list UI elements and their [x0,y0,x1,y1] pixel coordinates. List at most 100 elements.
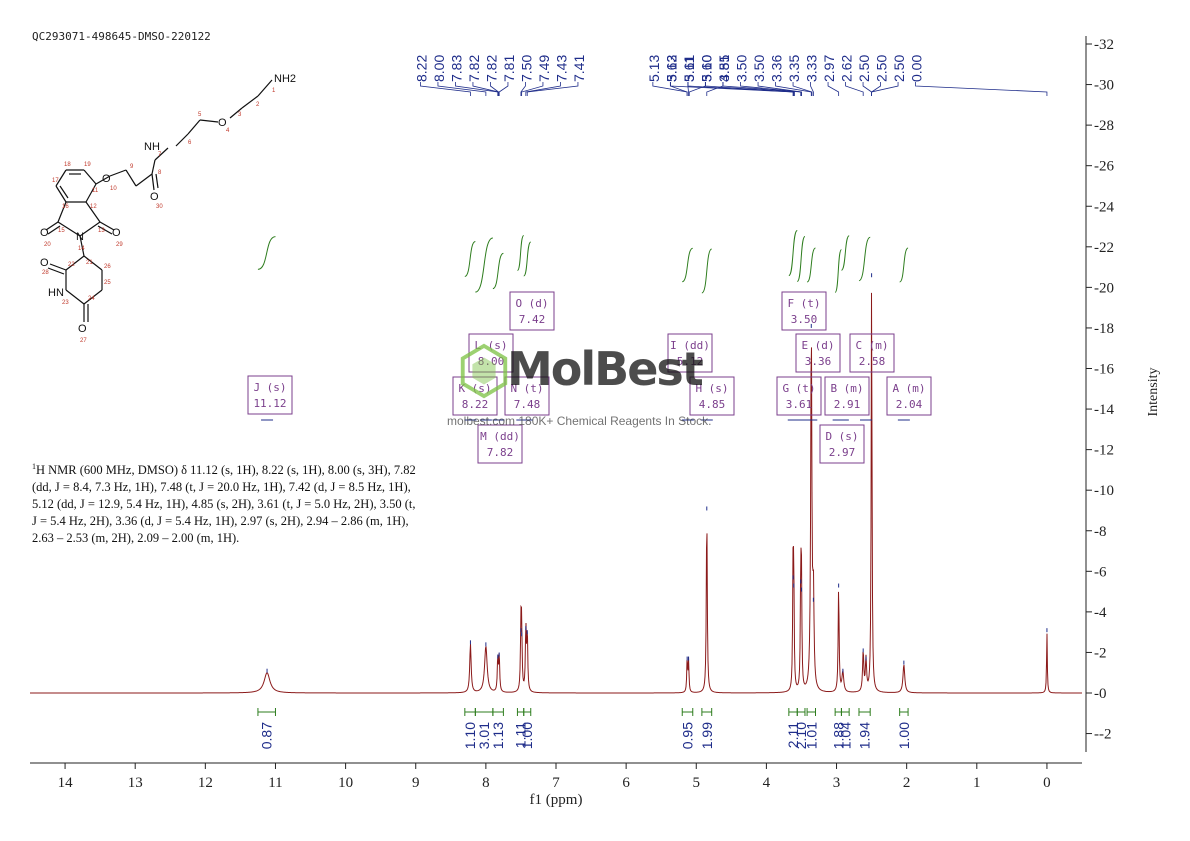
integral-curve [523,241,532,277]
y-tick-label: -2 [1094,645,1107,661]
x-tick-label: 13 [128,775,143,791]
peak-shift-label: 4.85 [716,55,732,82]
svg-text:10: 10 [110,186,117,192]
svg-text:11: 11 [92,188,99,194]
nmr-description: 1H NMR (600 MHz, DMSO) δ 11.12 (s, 1H), … [32,462,416,546]
integral-curve [806,247,816,283]
peak-leader-line [757,82,802,96]
y-tick-label: -30 [1094,78,1114,94]
multiplet-shift: 7.82 [487,446,514,459]
multiplet-frame [509,291,555,331]
multiplet-name: M (dd) [480,430,520,443]
spectrum-trace [30,273,1082,694]
atom-label: N [76,231,84,243]
multiplet-box-h: H (s) 4.85 [689,376,735,416]
peak-leader-line [705,82,795,96]
x-tick-label: 1 [973,775,981,791]
integral-value: 1.94 [857,722,873,749]
svg-text:15: 15 [58,228,65,234]
integral-value: 1.01 [803,722,819,749]
svg-text:26: 26 [104,264,111,270]
multiplet-box-e: E (d) 3.36 [795,333,841,373]
svg-text:22: 22 [68,262,75,268]
multiplet-name: A (m) [892,382,925,395]
multiplet-frame [689,376,735,416]
peak-leader-line [915,82,1048,96]
peak-leader-line [520,82,526,96]
integral-curve [796,236,806,282]
multiplet-frame [795,333,841,373]
axes: 14 13 12 11 10 9 8 7 6 5 4 3 2 1 0--2-0-2-4-6-8-10-12-… [30,36,1114,791]
sample-id: QC293071-498645-DMSO-220122 [32,30,211,43]
peak-shift-label: 8.22 [413,55,429,82]
peak-leader-line [670,82,794,96]
atom-label: NH [144,141,160,153]
svg-text:24: 24 [88,296,95,302]
svg-text:6: 6 [188,140,192,146]
peak-leader-line [521,82,544,96]
peak-shift-label: 5.13 [646,55,662,82]
molbest-logo-icon [460,343,508,399]
peak-leader-line [706,82,724,96]
integral-curve [858,236,871,282]
y-tick-label: -20 [1094,280,1114,296]
y-tick-label: -14 [1094,402,1114,418]
multiplet-shift: 3.61 [786,398,813,411]
y-axis-label: Intensity [1146,368,1161,417]
svg-text:17: 17 [52,178,59,184]
multiplet-box-a: A (m) 2.04 [886,376,932,416]
multiplet-name: G (t) [782,382,815,395]
peak-leader-line [871,82,881,96]
peak-leader-line [845,82,864,96]
x-tick-label: 5 [693,775,701,791]
peak-shift-label: 7.43 [553,55,569,82]
multiplet-boxes: J (s) 11.12 K (s)8.22L (s)8.00 N (t) 7.48 O (… [247,291,932,464]
multiplet-name: O (d) [515,297,548,310]
y-tick-label: -18 [1094,321,1114,337]
svg-text:7: 7 [158,152,162,158]
peak-shift-label: 0.00 [909,55,925,82]
multiplet-frame [667,333,713,373]
multiplet-shift: 11.12 [253,397,286,410]
y-tick-label: -8 [1094,524,1107,540]
y-tick-label: -6 [1094,564,1107,580]
peak-shift-label: 2.50 [874,55,890,82]
watermark: MolBest molbest.com 180K+ Chemical Reage… [447,342,745,437]
y-tick-label: -26 [1094,159,1114,175]
integral-curve [464,241,476,277]
peak-leader-line [525,82,561,96]
peak-leader-line [871,82,899,96]
y-tick-label: --2 [1094,727,1112,743]
peak-leader-line [722,82,802,96]
watermark-name: MolBest [507,342,704,396]
integral-curve [840,235,850,271]
multiplet-frame [776,376,822,416]
integral-value: 1.11 [513,722,529,748]
multiplet-name: D (s) [825,430,858,443]
integral-curves [257,229,909,294]
svg-text:27: 27 [80,338,87,344]
x-tick-label: 12 [198,775,213,791]
atom-label: O [150,191,159,203]
multiplet-box-i: I (dd) 5.12 [667,333,713,373]
integral-value: 1.13 [490,722,506,749]
multiplet-shift: 2.97 [829,446,856,459]
svg-text:8: 8 [158,170,162,176]
peak-shift-label: 3.51 [716,55,732,82]
peak-shift-label: 3.50 [734,55,750,82]
multiplet-shift: 8.22 [462,398,489,411]
svg-text:28: 28 [42,270,49,276]
peak-leader-line [420,82,471,96]
multiplet-frame [781,291,827,331]
peak-leader-line [687,82,795,96]
y-tick-label: -24 [1094,199,1114,215]
svg-text:16: 16 [62,204,69,210]
y-tick-label: -12 [1094,443,1114,459]
svg-text:14: 14 [78,246,85,252]
y-tick-label: -32 [1094,37,1114,53]
multiplet-frame [886,376,932,416]
multiplet-box-m: M (dd) 7.82 [477,424,523,464]
multiplet-frame [824,376,870,416]
x-tick-label: 3 [833,775,841,791]
multiplet-name: B (m) [830,382,863,395]
